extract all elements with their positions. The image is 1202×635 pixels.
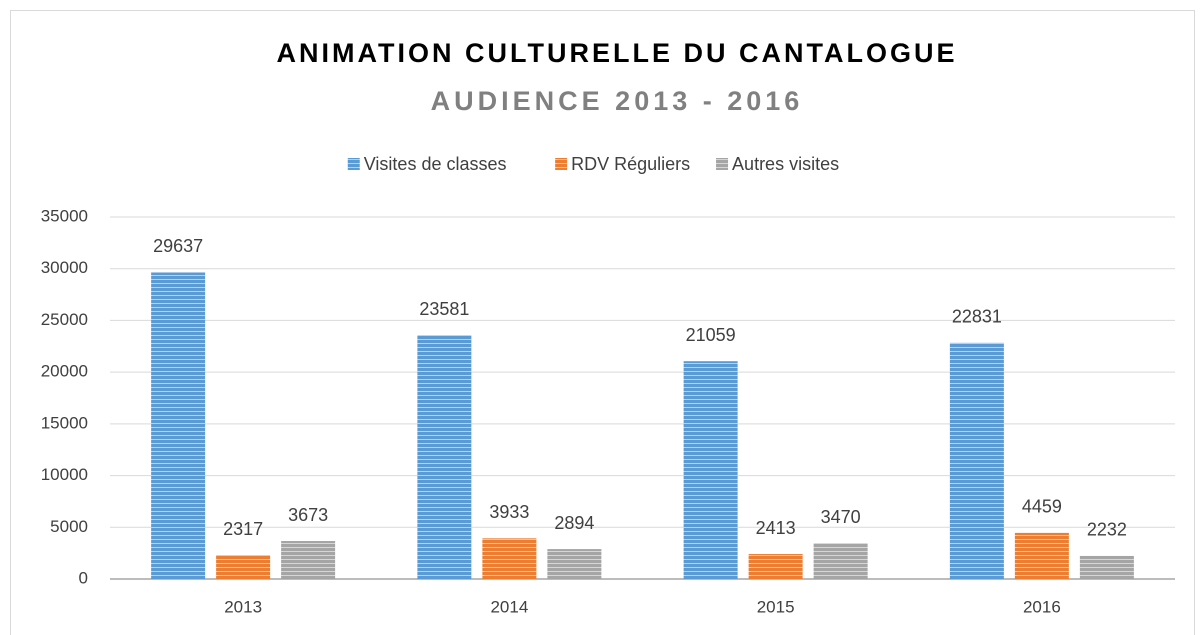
- legend-swatch: [716, 158, 729, 170]
- legend-label: RDV Réguliers: [571, 154, 690, 174]
- y-tick-label: 10000: [41, 465, 88, 484]
- y-tick-label: 30000: [41, 258, 88, 277]
- y-tick-label: 35000: [41, 206, 88, 225]
- y-tick-label: 15000: [41, 413, 88, 432]
- bar: [683, 361, 738, 579]
- legend-label: Autres visites: [732, 154, 839, 174]
- bar: [949, 342, 1004, 579]
- bar: [482, 538, 537, 579]
- data-label: 2894: [554, 513, 594, 533]
- bar: [281, 541, 336, 579]
- data-label: 4459: [1022, 497, 1062, 517]
- legend-swatch: [347, 158, 360, 170]
- data-label: 2232: [1087, 520, 1127, 540]
- data-label: 21059: [686, 325, 736, 345]
- bar: [813, 543, 868, 579]
- bar: [151, 272, 206, 579]
- data-label: 3673: [288, 505, 328, 525]
- bar: [216, 555, 271, 579]
- bar: [547, 549, 602, 579]
- bar: [417, 335, 472, 579]
- bar: [1014, 532, 1069, 579]
- x-tick-label: 2014: [490, 597, 528, 616]
- data-label: 3933: [489, 502, 529, 522]
- data-label: 2317: [223, 519, 263, 539]
- legend-swatch: [555, 158, 568, 170]
- bar: [1079, 555, 1134, 579]
- x-tick-label: 2013: [224, 597, 262, 616]
- y-tick-label: 5000: [50, 517, 88, 536]
- legend-label: Visites de classes: [364, 154, 507, 174]
- data-label: 23581: [419, 299, 469, 319]
- y-tick-label: 20000: [41, 362, 88, 381]
- bar: [748, 554, 803, 579]
- y-tick-label: 25000: [41, 310, 88, 329]
- chart-subtitle: AUDIENCE 2013 - 2016: [431, 86, 804, 116]
- data-label: 2413: [756, 518, 796, 538]
- x-tick-label: 2016: [1023, 597, 1061, 616]
- y-tick-label: 0: [79, 568, 88, 587]
- x-tick-label: 2015: [757, 597, 795, 616]
- data-label: 29637: [153, 236, 203, 256]
- data-label: 22831: [952, 307, 1002, 327]
- chart-title: ANIMATION CULTURELLE DU CANTALOGUE: [277, 38, 958, 68]
- data-label: 3470: [821, 507, 861, 527]
